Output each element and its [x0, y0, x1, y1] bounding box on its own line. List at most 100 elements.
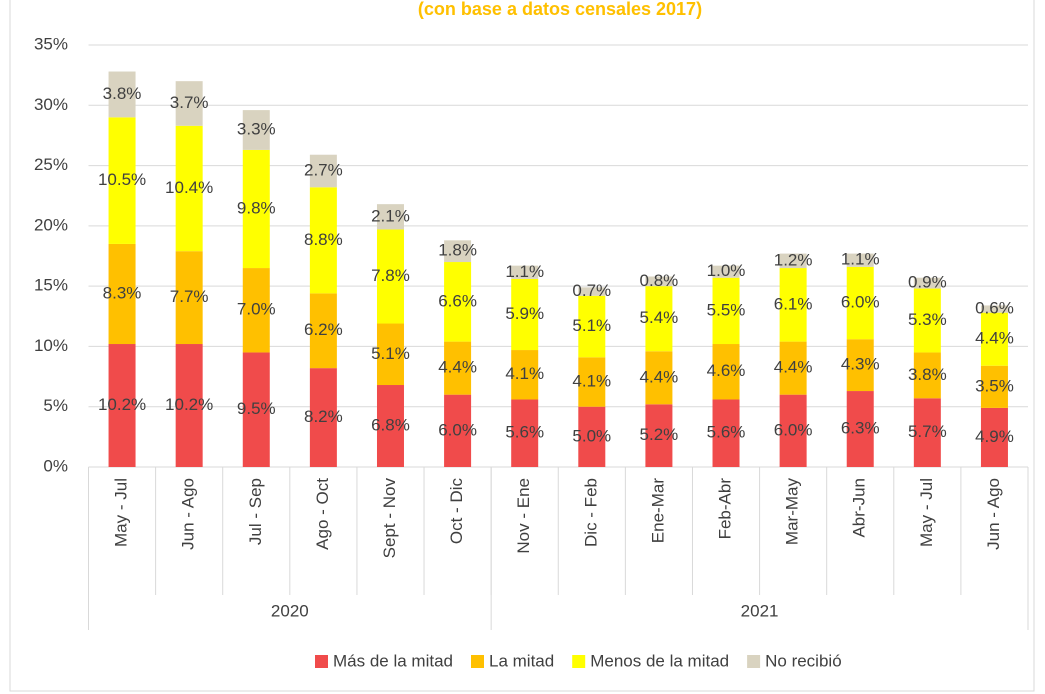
bar-segment: [913, 288, 941, 353]
bar-segment: [779, 253, 807, 269]
data-label: 5.6%: [707, 423, 746, 442]
data-label: 4.4%: [438, 358, 477, 377]
data-label: 0.8%: [640, 271, 679, 290]
bar-segment: [913, 277, 941, 289]
x-tick-label: Ene-Mar: [648, 478, 667, 544]
bar-segment: [645, 286, 673, 352]
y-tick-label: 0%: [43, 456, 68, 475]
data-label: 5.4%: [640, 308, 679, 327]
bar-segment: [779, 394, 807, 467]
bar-segment: [779, 268, 807, 342]
data-label: 0.9%: [908, 273, 947, 292]
data-label: 6.0%: [841, 293, 880, 312]
data-label: 4.4%: [774, 358, 813, 377]
data-label: 0.6%: [975, 299, 1014, 318]
data-label: 2.1%: [371, 206, 410, 225]
bar-segment: [511, 265, 539, 279]
bar-segment: [242, 268, 270, 353]
bar-segment: [913, 398, 941, 467]
bar-segment: [108, 117, 136, 244]
x-tick-label: Ago - Oct: [313, 478, 332, 550]
x-tick-label: Jun - Ago: [179, 478, 198, 550]
data-label: 5.3%: [908, 310, 947, 329]
data-label: 5.0%: [572, 426, 611, 445]
data-label: 3.7%: [170, 93, 209, 112]
x-tick-label: Oct - Dic: [447, 478, 466, 545]
x-tick-label: Sept - Nov: [380, 478, 399, 559]
data-label: 5.6%: [505, 423, 544, 442]
legend-swatch: [747, 655, 761, 668]
data-label: 3.3%: [237, 119, 276, 138]
data-label: 3.8%: [103, 84, 142, 103]
x-tick-label: Abr-Jun: [850, 478, 869, 538]
bar-segment: [578, 295, 606, 358]
y-tick-label: 5%: [43, 396, 68, 415]
data-label: 10.5%: [98, 170, 146, 189]
x-tick-label: Feb-Abr: [716, 478, 735, 540]
bar-segment: [309, 154, 337, 188]
bar-segment: [444, 394, 472, 467]
data-label: 9.5%: [237, 399, 276, 418]
data-label: 1.1%: [841, 250, 880, 269]
bar-segment: [712, 277, 740, 345]
bar-segment: [242, 110, 270, 150]
data-label: 9.8%: [237, 198, 276, 217]
bar-segment: [712, 344, 740, 400]
data-label: 3.5%: [975, 376, 1014, 395]
y-tick-label: 30%: [34, 95, 68, 114]
bar-segment: [444, 341, 472, 395]
bar-segment: [376, 204, 404, 230]
x-tick-label: Mar-May: [783, 478, 802, 546]
data-label: 4.1%: [572, 371, 611, 390]
bar-segment: [578, 357, 606, 407]
data-label: 4.4%: [640, 367, 679, 386]
data-label: 4.3%: [841, 355, 880, 374]
bar-segment: [980, 407, 1008, 467]
x-tick-label: Nov - Ene: [514, 478, 533, 554]
data-label: 6.3%: [841, 419, 880, 438]
bar-segment: [175, 125, 203, 252]
legend-label: Más de la mitad: [333, 651, 453, 670]
data-label: 6.0%: [438, 420, 477, 439]
data-label: 6.8%: [371, 415, 410, 434]
x-tick-label: Jun - Ago: [984, 478, 1003, 550]
data-label: 5.5%: [707, 300, 746, 319]
data-label: 1.1%: [505, 262, 544, 281]
group-label: 2021: [741, 601, 779, 620]
data-label: 6.2%: [304, 320, 343, 339]
data-label: 5.7%: [908, 422, 947, 441]
legend-label: La mitad: [489, 651, 554, 670]
legend-swatch: [572, 655, 586, 668]
legend-swatch: [315, 655, 328, 668]
y-tick-label: 10%: [34, 336, 68, 355]
bar-segment: [980, 305, 1008, 313]
data-label: 6.1%: [774, 294, 813, 313]
data-label: 10.4%: [165, 178, 213, 197]
data-label: 2.7%: [304, 160, 343, 179]
bar-segment: [846, 253, 874, 267]
bar-segment: [175, 251, 203, 345]
bar-segment: [511, 399, 539, 467]
data-label: 5.1%: [371, 344, 410, 363]
data-label: 10.2%: [165, 395, 213, 414]
bar-segment: [376, 323, 404, 386]
data-label: 4.4%: [975, 329, 1014, 348]
bar-segment: [980, 365, 1008, 408]
bar-segment: [712, 399, 740, 467]
data-label: 8.3%: [103, 283, 142, 302]
legend-label: Menos de la mitad: [590, 651, 729, 670]
data-label: 5.9%: [505, 304, 544, 323]
bar-segment: [645, 404, 673, 467]
bar-segment: [242, 149, 270, 269]
bar-segment: [846, 391, 874, 467]
data-label: 10.2%: [98, 395, 146, 414]
data-label: 8.8%: [304, 230, 343, 249]
bar-segment: [712, 265, 740, 278]
bar-segment: [645, 351, 673, 405]
bar-segment: [376, 229, 404, 324]
data-label: 7.0%: [237, 300, 276, 319]
x-tick-label: Jul - Sep: [246, 478, 265, 545]
bar-segment: [108, 243, 136, 345]
bar-segment: [511, 350, 539, 400]
bar-segment: [175, 344, 203, 467]
